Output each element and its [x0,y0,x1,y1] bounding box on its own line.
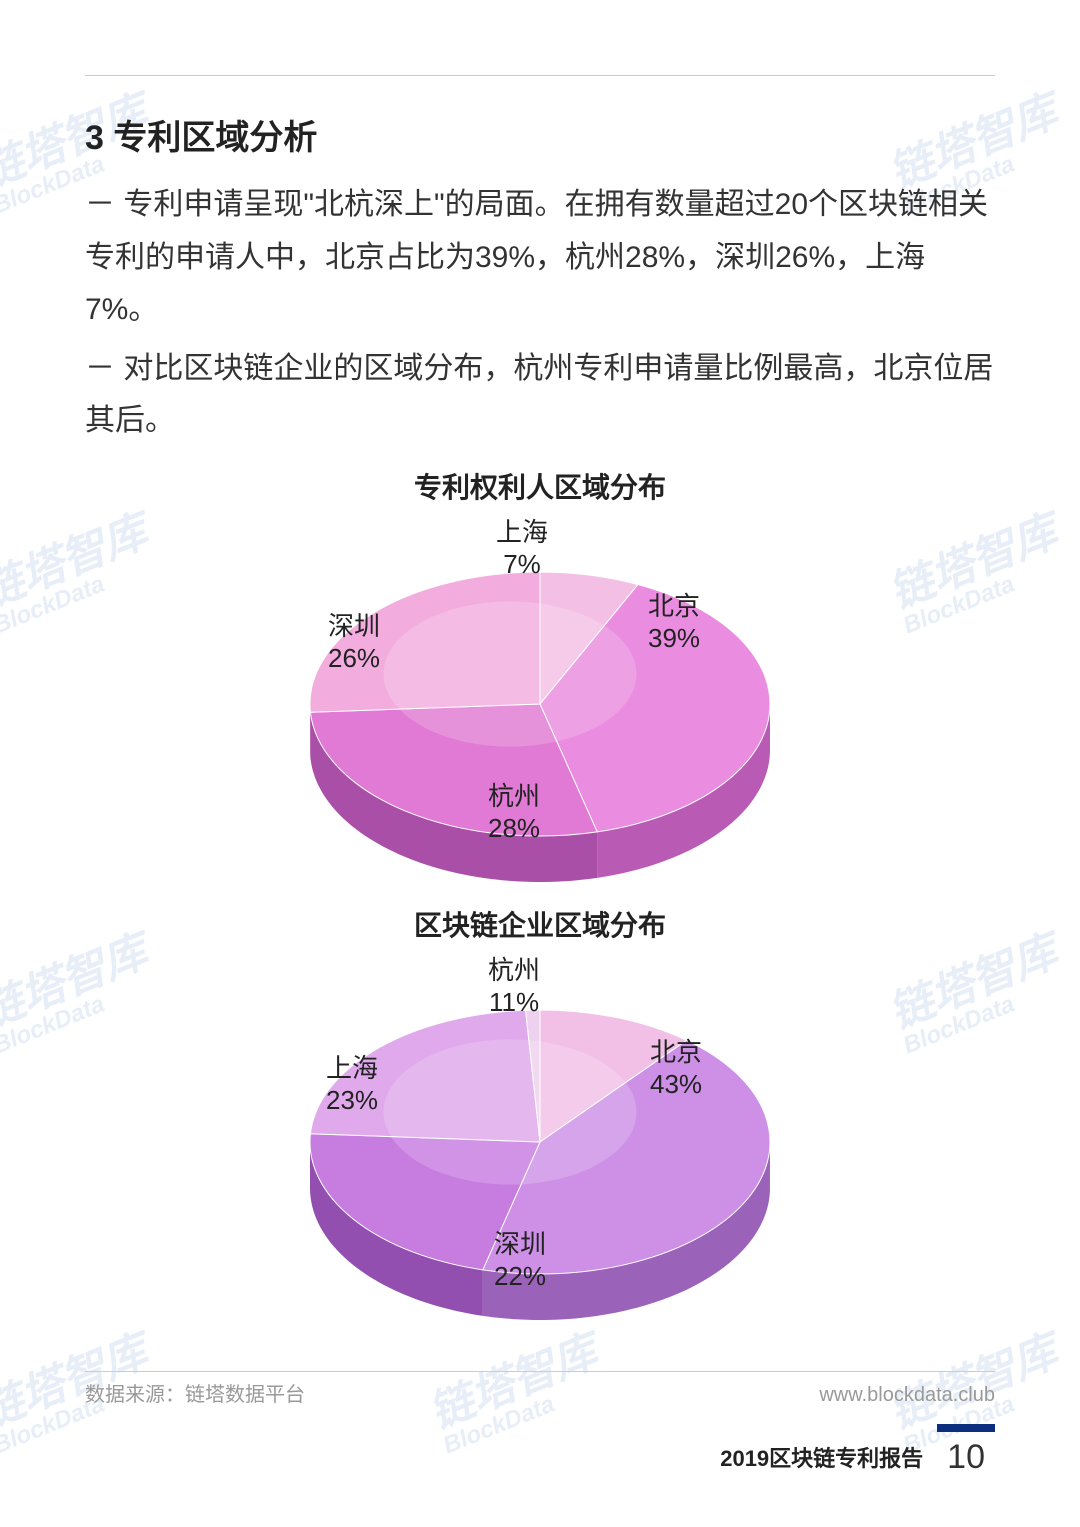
bottom-rule [85,1371,995,1372]
section-heading: 3 专利区域分析 [85,110,995,159]
pie-label-北京: 北京39% [648,590,700,655]
data-source: 数据来源：链塔数据平台 [85,1378,305,1407]
paragraph-2: － 对比区块链企业的区域分布，杭州专利申请量比例最高，北京位居其后。 [85,343,995,448]
page-content: 3 专利区域分析 － 专利申请呈现"北杭深上"的局面。在拥有数量超过20个区块链… [85,75,995,1417]
pie-label-北京: 北京43% [650,1036,702,1101]
pie-label-上海: 上海7% [496,516,548,581]
footer-bar: 2019区块链专利报告 10 [720,1424,995,1477]
page-number-box: 10 [937,1424,995,1477]
chart1-pie: 上海7% 北京39% 杭州28% 深圳26% [260,514,820,894]
top-rule [85,75,995,76]
paragraph-1: － 专利申请呈现"北杭深上"的局面。在拥有数量超过20个区块链相关专利的申请人中… [85,179,995,337]
pie-label-杭州: 杭州28% [488,780,540,845]
pie-label-深圳: 深圳22% [494,1228,546,1293]
pie-label-深圳: 深圳26% [328,610,380,675]
footer-title: 2019区块链专利报告 [720,1441,923,1477]
chart1-title: 专利权利人区域分布 [85,466,995,506]
chart2-title: 区块链企业区域分布 [85,904,995,944]
chart2-pie: 杭州11% 北京43% 深圳22% 上海23% [260,952,820,1332]
chart2-block: 区块链企业区域分布 杭州11% 北京43% 深圳22% 上海23% [85,904,995,1332]
pie-label-上海: 上海23% [326,1052,378,1117]
chart1-block: 专利权利人区域分布 上海7% 北京39% 杭州28% 深圳26% [85,466,995,894]
page-number: 10 [947,1438,985,1477]
footer-url: www.blockdata.club [819,1384,995,1407]
pie-label-杭州: 杭州11% [488,954,540,1019]
